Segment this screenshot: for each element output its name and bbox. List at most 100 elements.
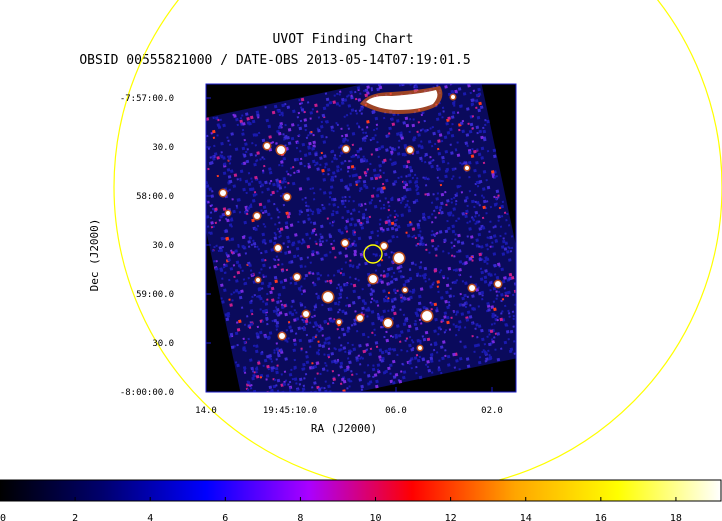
image-noise-pixel (301, 327, 304, 330)
image-noise-pixel (473, 205, 476, 209)
image-noise-pixel (493, 273, 497, 276)
image-noise-pixel (319, 329, 322, 332)
image-noise-pixel (246, 212, 249, 216)
image-noise-pixel (288, 261, 291, 264)
image-noise-pixel (278, 186, 283, 190)
image-noise-pixel (302, 384, 306, 388)
image-noise-pixel (257, 361, 261, 365)
image-noise-pixel (210, 132, 213, 135)
image-noise-pixel (442, 340, 446, 344)
image-noise-pixel (517, 292, 521, 296)
image-noise-pixel (335, 102, 340, 106)
image-noise-pixel (222, 265, 226, 269)
image-noise-pixel (382, 186, 386, 190)
image-noise-pixel (422, 176, 425, 179)
image-noise-pixel (303, 367, 306, 370)
image-noise-pixel (335, 286, 339, 290)
image-noise-pixel (246, 315, 249, 318)
image-noise-pixel (299, 315, 303, 318)
image-noise-pixel (347, 104, 352, 108)
image-noise-pixel (264, 275, 268, 278)
image-noise-pixel (532, 333, 534, 335)
image-noise-pixel (228, 223, 233, 227)
image-noise-pixel (358, 175, 362, 180)
image-noise-pixel (307, 162, 310, 166)
image-noise-pixel (229, 169, 234, 174)
image-noise-pixel (200, 119, 204, 123)
image-noise-pixel (221, 277, 224, 280)
image-noise-pixel (343, 115, 346, 118)
image-noise-pixel (524, 337, 526, 339)
image-noise-pixel (405, 337, 409, 340)
image-noise-pixel (448, 294, 453, 298)
image-noise-pixel (242, 337, 245, 340)
image-noise-pixel (501, 298, 505, 301)
image-noise-pixel (265, 313, 268, 317)
image-noise-pixel (417, 133, 421, 137)
image-noise-pixel (279, 231, 282, 235)
image-noise-pixel (262, 205, 267, 209)
image-noise-pixel (382, 297, 386, 301)
image-noise-pixel (292, 109, 296, 114)
image-noise-pixel (447, 162, 450, 165)
image-noise-pixel (282, 242, 285, 245)
image-noise-pixel (490, 305, 495, 309)
image-noise-pixel (474, 215, 477, 218)
image-noise-pixel (358, 363, 362, 366)
image-noise-pixel (463, 78, 465, 80)
image-noise-pixel (430, 144, 434, 148)
image-noise-pixel (332, 210, 335, 213)
image-noise-pixel (247, 381, 251, 385)
image-noise-pixel (489, 329, 494, 334)
image-noise-pixel (530, 352, 534, 356)
image-noise-pixel (273, 349, 276, 352)
image-noise-pixel (338, 251, 342, 255)
image-noise-pixel (491, 241, 494, 244)
image-noise-pixel (224, 229, 229, 233)
image-noise-pixel (359, 357, 362, 360)
image-noise-pixel (484, 123, 487, 127)
image-noise-pixel (465, 357, 470, 361)
image-noise-pixel (361, 212, 366, 217)
image-noise-pixel (429, 127, 432, 130)
image-noise-pixel (303, 164, 306, 168)
image-noise-pixel (319, 188, 322, 191)
image-noise-pixel (409, 222, 413, 227)
image-noise-pixel (337, 311, 340, 314)
image-noise-pixel (451, 281, 454, 284)
image-noise-pixel (340, 327, 345, 332)
image-noise-pixel (278, 221, 281, 224)
image-noise-pixel (380, 190, 385, 194)
image-noise-pixel (194, 147, 198, 151)
image-noise-pixel (396, 119, 400, 123)
image-noise-pixel (400, 213, 405, 217)
image-noise-pixel (380, 145, 385, 149)
star (451, 95, 455, 99)
image-noise-pixel (364, 174, 368, 177)
image-noise-pixel (405, 123, 410, 128)
image-noise-pixel (275, 342, 278, 345)
image-noise-pixel (395, 132, 400, 136)
image-noise-pixel (507, 258, 512, 262)
image-noise-pixel (406, 350, 409, 353)
image-noise-pixel (390, 117, 394, 121)
image-noise-pixel (371, 367, 376, 372)
image-noise-pixel (408, 206, 411, 209)
image-noise-pixel (503, 211, 507, 214)
image-noise-pixel (424, 330, 429, 335)
image-noise-pixel (435, 117, 440, 122)
image-noise-pixel (374, 134, 377, 137)
image-noise-pixel (299, 264, 303, 269)
colorbar-tick-label: 14 (520, 513, 532, 521)
image-noise-pixel (489, 220, 492, 223)
image-noise-pixel (354, 97, 358, 101)
image-noise-pixel (312, 272, 315, 275)
image-noise-pixel (191, 140, 195, 144)
image-noise-pixel (307, 134, 310, 137)
star (277, 146, 285, 154)
image-noise-pixel (469, 304, 472, 307)
image-noise-pixel (461, 211, 465, 216)
image-noise-pixel (343, 311, 348, 315)
image-noise-pixel (266, 390, 269, 392)
image-noise-pixel (340, 161, 344, 165)
